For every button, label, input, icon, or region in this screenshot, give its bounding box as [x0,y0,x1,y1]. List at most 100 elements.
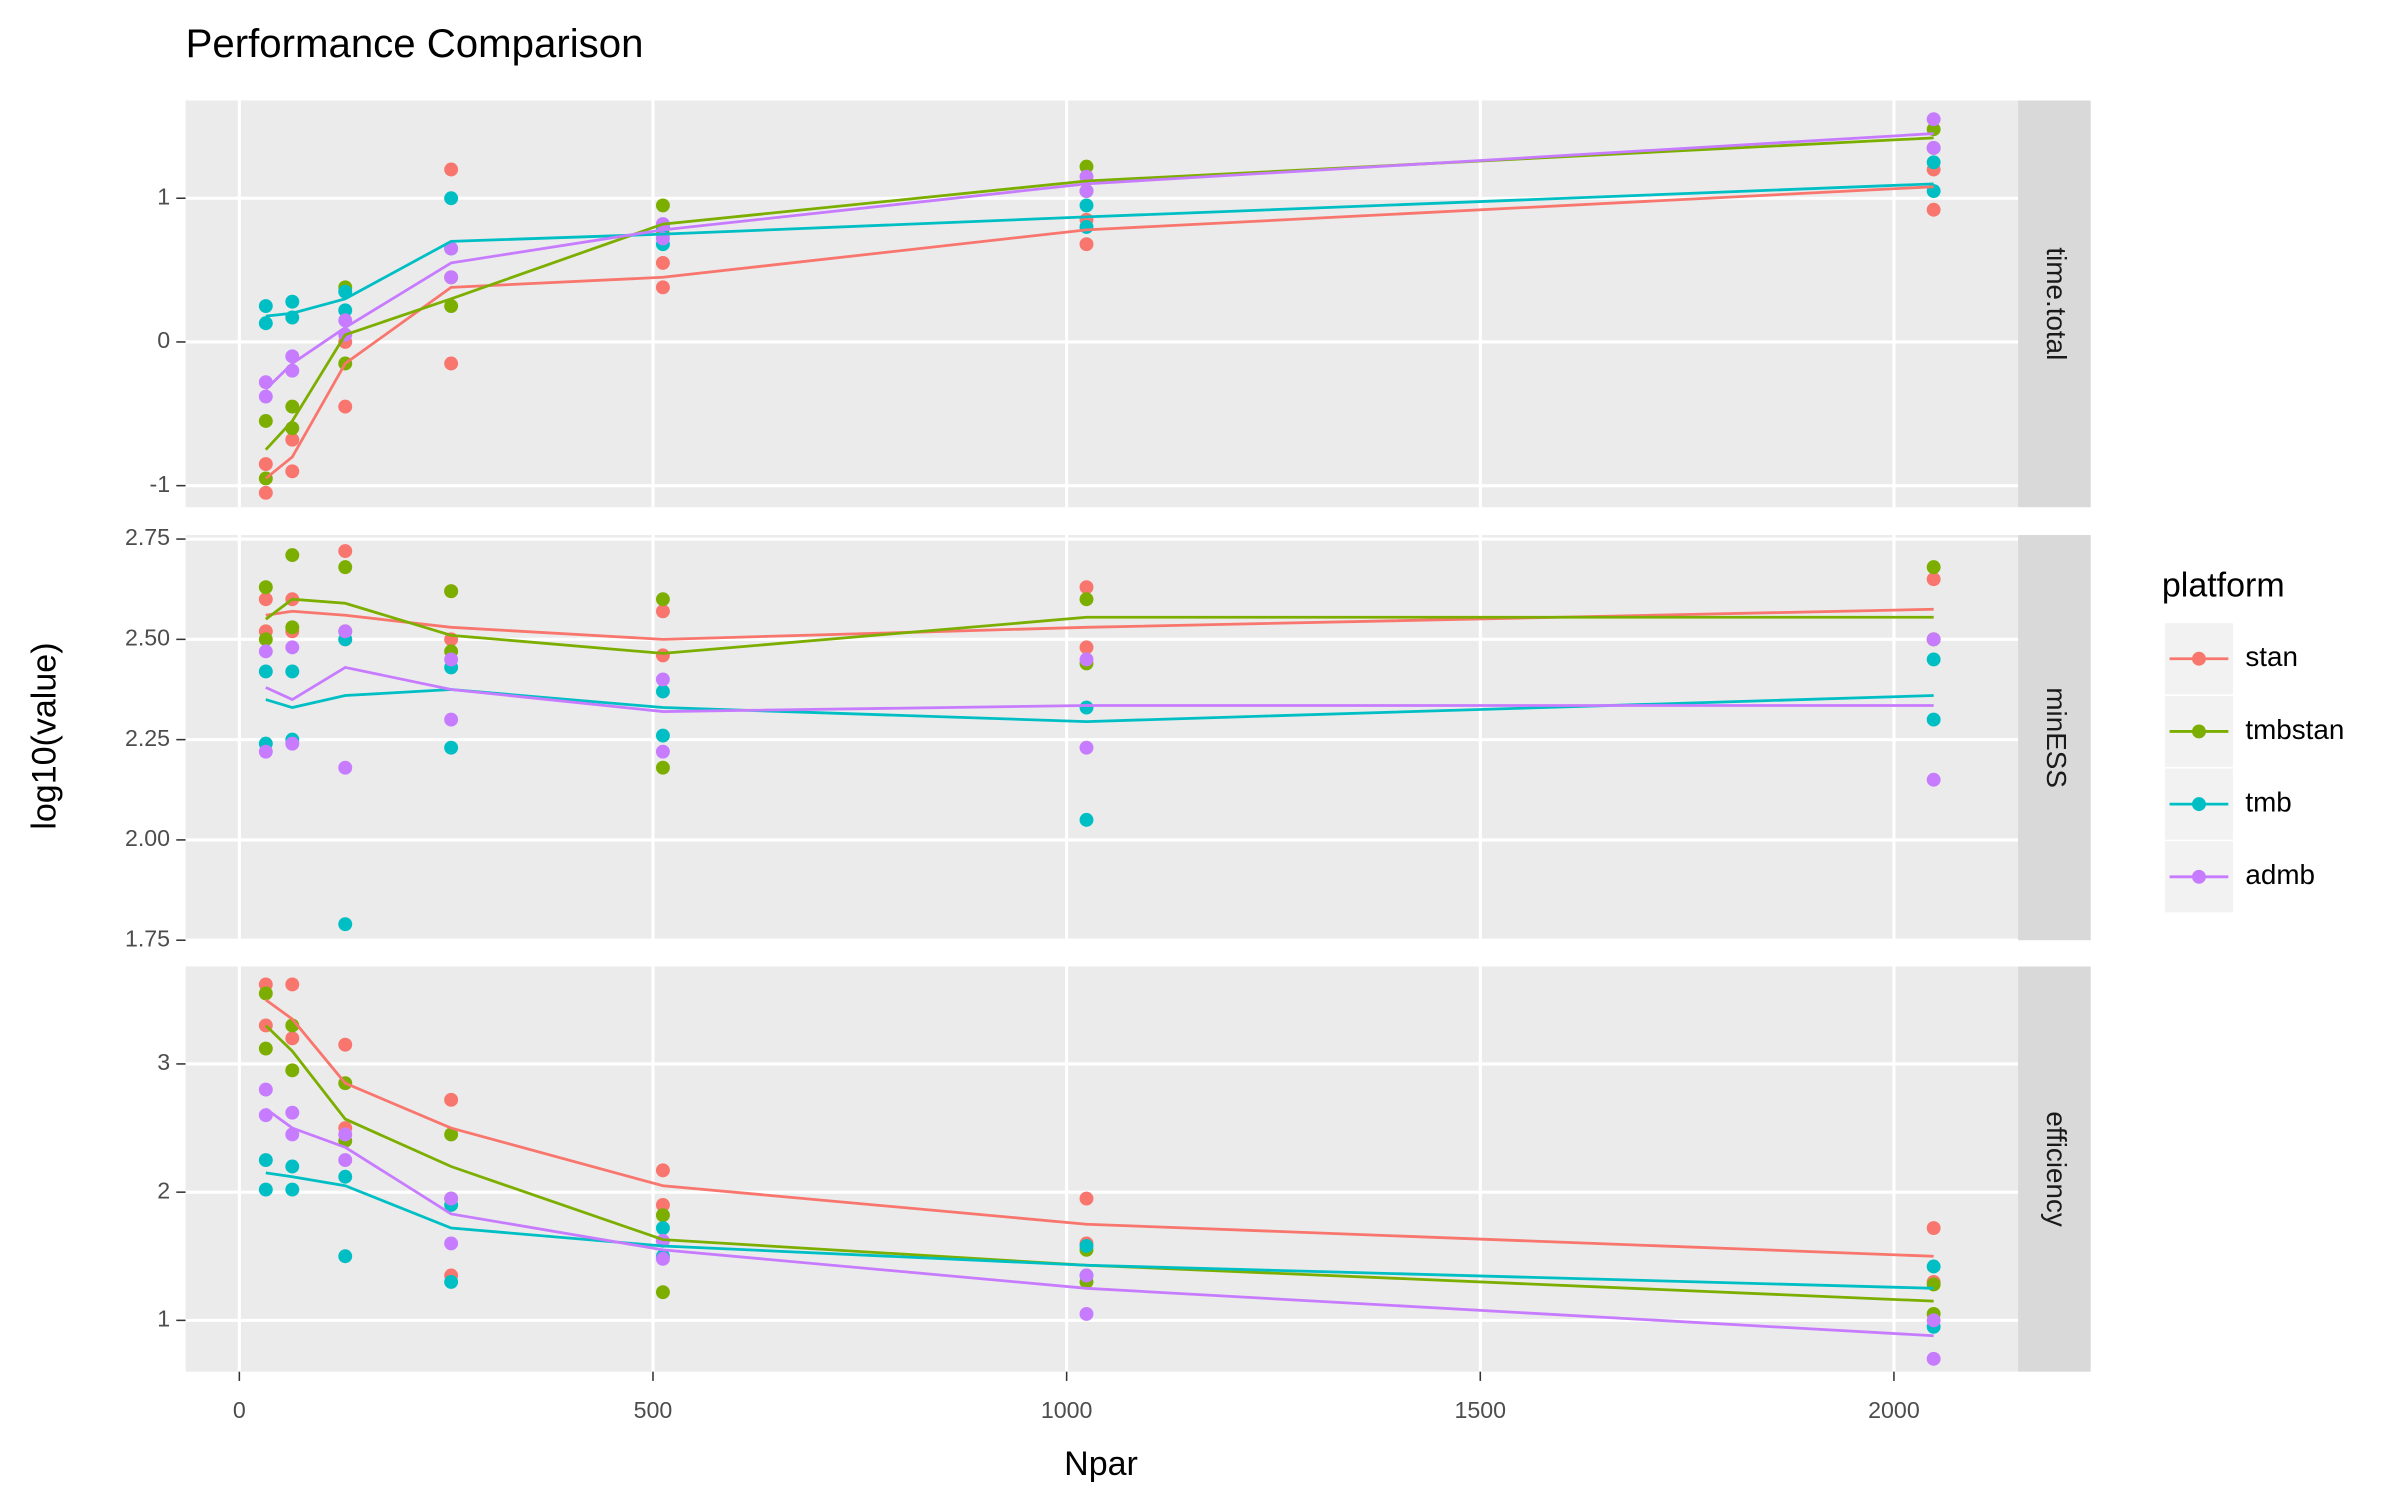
data-point [1079,640,1094,655]
legend-title: platform [2162,567,2285,605]
series-line [264,1107,1934,1338]
strip-background [2018,535,2091,941]
data-point [285,736,300,751]
data-point [655,1163,670,1178]
data-point [258,1082,273,1097]
data-point [258,299,273,313]
x-axis-title: Npar [1064,1445,1138,1483]
data-point [1926,155,1941,170]
data-point [285,294,300,309]
data-point [1079,1239,1094,1253]
data-point [1079,220,1094,234]
data-point [258,986,273,1001]
series-line [265,607,1934,641]
data-point [338,917,353,932]
data-point [258,644,273,659]
data-point [655,760,670,775]
data-point [285,1063,300,1078]
data-point [444,1274,459,1289]
data-point [1079,592,1094,607]
data-point [258,414,273,428]
data-point [258,1182,273,1197]
data-point [258,1153,273,1168]
data-point [1926,772,1941,787]
y-tick-label: 1 [157,1305,170,1331]
data-point [338,560,353,575]
data-point [285,432,300,447]
series-line [265,665,1934,713]
data-point [655,280,670,295]
data-point [655,1285,670,1300]
data-point [1079,1306,1094,1321]
legend-label: tmbstan [2245,714,2344,745]
legend-point [2192,724,2206,739]
strip-label: time.total [2041,247,2072,360]
data-point [1926,560,1941,575]
data-point [444,1092,459,1107]
data-point [444,299,459,313]
data-point [655,604,670,619]
data-point [258,664,273,679]
panel-background [185,966,2019,1372]
series-line [264,132,1934,391]
series-line [264,998,1934,1258]
series-line [265,1171,1934,1290]
x-tick-label: 0 [233,1397,246,1423]
data-point [338,1169,353,1184]
data-point [285,620,300,635]
series-line [264,185,1934,480]
data-point [1079,159,1094,174]
panel-background [185,100,2019,508]
data-point [444,191,459,206]
data-point [655,1221,670,1236]
data-point [655,728,670,743]
y-tick-label: 2.25 [125,725,170,751]
data-point [258,389,273,404]
x-tick-label: 1000 [1041,1397,1093,1423]
data-point [285,977,300,992]
data-point [1079,812,1094,827]
x-tick-label: 500 [634,1397,673,1423]
data-point [1079,184,1094,199]
data-point [338,1037,353,1052]
data-point [338,544,353,559]
data-point [258,580,273,595]
legend-label: stan [2245,641,2298,672]
data-point [338,1127,353,1142]
data-point [285,1159,300,1174]
data-point [1926,1351,1941,1366]
legend-label: admb [2245,859,2315,890]
data-point [338,1153,353,1168]
data-point [258,744,273,759]
data-point [1079,1191,1094,1206]
data-point [444,1191,459,1206]
y-tick-label: 2.50 [125,624,170,650]
data-point [285,640,300,655]
y-tick-label: 3 [157,1049,170,1075]
data-point [444,162,459,177]
data-point [285,464,300,479]
data-point [258,316,273,331]
data-point [655,672,670,687]
data-point [258,592,273,607]
data-point [338,760,353,775]
y-tick-label: -1 [149,471,170,497]
data-point [338,303,353,318]
data-point [285,399,300,414]
data-point [1079,580,1094,595]
legend-label: tmb [2245,786,2291,817]
data-point [285,1031,300,1046]
y-tick-label: 1.75 [125,925,170,951]
data-point [1079,198,1094,213]
data-point [1079,652,1094,667]
data-point [285,1182,300,1197]
data-point [655,255,670,270]
chart-title: Performance Comparison [186,21,644,66]
y-tick-label: 2.00 [125,825,170,851]
data-point [1079,740,1094,755]
series-line [265,182,1934,318]
data-point [285,1127,300,1142]
data-point [1926,1221,1941,1236]
data-point [655,198,670,213]
